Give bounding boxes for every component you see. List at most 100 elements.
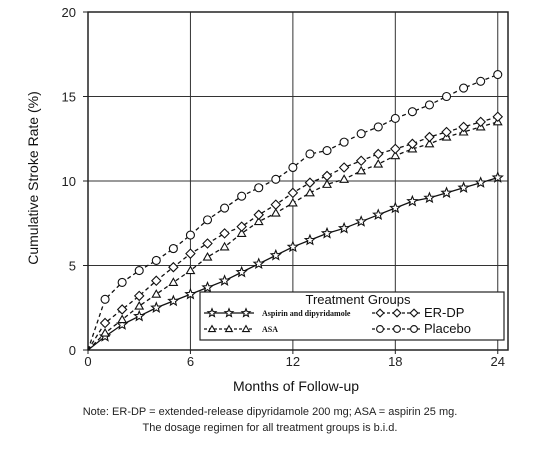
series-3-point-13 [305, 149, 315, 159]
series-2-point-12 [287, 187, 299, 199]
series-0-point-13 [303, 233, 317, 246]
series-3-point-1 [100, 294, 110, 304]
series-0-point-22 [457, 181, 470, 194]
series-2-point-11 [270, 199, 282, 210]
x-tick-labels: 0 6 12 18 24 [84, 350, 505, 369]
series-0-point-15 [337, 221, 351, 234]
series-2-point-24 [492, 111, 504, 123]
series-0-point-12 [286, 240, 300, 253]
series-1-point-18 [390, 150, 401, 160]
legend-label-0: Aspirin and dipyridamole [262, 309, 351, 318]
x-tick-label-1: 6 [187, 354, 194, 369]
series-2-point-6 [185, 248, 196, 259]
series-1-point-2 [117, 314, 128, 324]
series-2-point-21 [441, 126, 452, 138]
series-2-point-4 [151, 275, 162, 286]
series-3-point-23 [476, 76, 486, 86]
series-0-point-16 [355, 215, 368, 227]
legend-box [199, 291, 505, 341]
y-tick-label-1: 5 [69, 259, 76, 274]
series-3-point-4 [151, 255, 161, 265]
stroke-rate-chart: 0 6 12 18 24 0 5 10 15 20 Months of Follow-up Cu… [25, 5, 509, 394]
series-0-point-11 [269, 248, 282, 261]
series-2-point-14 [321, 170, 333, 182]
series-3-point-11 [271, 174, 281, 184]
series-2-point-5 [168, 261, 179, 273]
series-1-point-10 [253, 216, 264, 226]
series-2-point-2 [116, 304, 128, 315]
series-0-point-21 [440, 186, 453, 199]
y-tick-label-0: 0 [69, 343, 76, 358]
series-0-point-19 [406, 194, 419, 207]
footnote-line-1: Note: ER-DP = extended-release dipyridam… [82, 406, 458, 418]
legend-marker-3-0 [376, 325, 384, 333]
series-3 [87, 69, 503, 351]
x-tick-label-0: 0 [84, 354, 91, 369]
series-2-point-16 [355, 155, 367, 166]
series-3-point-22 [459, 83, 469, 93]
legend-label-1: ASA [262, 325, 278, 334]
series-3-point-14 [322, 146, 332, 156]
series-3-point-20 [424, 100, 435, 110]
series-0-point-9 [235, 265, 248, 278]
series-3-point-8 [220, 203, 230, 213]
y-tick-label-3: 15 [62, 90, 76, 105]
legend-marker-1-1 [224, 324, 234, 333]
x-axis-label: Months of Follow-up [233, 378, 359, 394]
series-2-point-10 [253, 209, 265, 221]
series-2-point-8 [219, 228, 230, 239]
series-1-point-8 [219, 241, 230, 251]
series-1-point-15 [339, 174, 350, 183]
series-0-point-14 [320, 226, 334, 239]
series-2-point-18 [390, 143, 401, 155]
legend-title: Treatment Groups [305, 292, 411, 307]
series-0-point-7 [201, 280, 214, 293]
x-tick-label-3: 18 [388, 354, 402, 369]
series-1-point-11 [270, 208, 281, 217]
series-1-point-5 [168, 277, 179, 286]
series-0-point-4 [150, 301, 163, 313]
series-3-point-5 [168, 244, 178, 254]
series-1 [87, 116, 503, 351]
series-3-point-2 [117, 277, 127, 287]
series-0-point-20 [423, 191, 436, 204]
series-2-point-1 [99, 317, 111, 329]
legend-marker-2-2 [409, 308, 419, 318]
series-2 [87, 111, 504, 351]
series-0-point-17 [372, 208, 385, 221]
series-0-point-10 [252, 257, 265, 270]
series-3-point-16 [356, 129, 366, 139]
series-3-point-3 [134, 266, 144, 276]
series-2-point-20 [424, 131, 435, 143]
footnote-line-2: The dosage regimen for all treatment gro… [142, 422, 398, 434]
legend-marker-0-2 [240, 307, 252, 318]
series-2-point-9 [236, 221, 247, 232]
series-3-point-7 [202, 215, 213, 225]
series-1-point-3 [134, 300, 145, 310]
series-3-point-21 [441, 91, 452, 102]
series-3-point-6 [185, 230, 195, 240]
series-2-point-7 [202, 238, 213, 249]
series-3-point-24 [493, 69, 503, 80]
series-1-point-13 [305, 187, 315, 197]
series-0-point-3 [133, 309, 146, 322]
y-tick-label-4: 20 [62, 5, 76, 20]
series-2-point-19 [407, 138, 418, 150]
series-0-point-6 [184, 287, 197, 300]
series-group [87, 69, 504, 351]
series-0-point-24 [491, 171, 504, 183]
series-1-point-9 [236, 228, 247, 237]
legend-marker-1-2 [241, 324, 251, 333]
legend-item-3: Placebo [372, 321, 471, 336]
series-1-point-1 [100, 327, 111, 337]
legend-marker-1-0 [207, 324, 217, 333]
legend-item-0: Aspirin and dipyridamole [204, 307, 351, 318]
series-2-point-15 [338, 162, 350, 173]
legend-label-3: Placebo [424, 321, 471, 336]
series-1-point-6 [185, 265, 196, 275]
legend-label-2: ER-DP [424, 305, 464, 320]
series-1-point-16 [356, 165, 367, 175]
x-tick-label-4: 24 [491, 354, 505, 369]
legend-marker-2-1 [392, 308, 402, 318]
